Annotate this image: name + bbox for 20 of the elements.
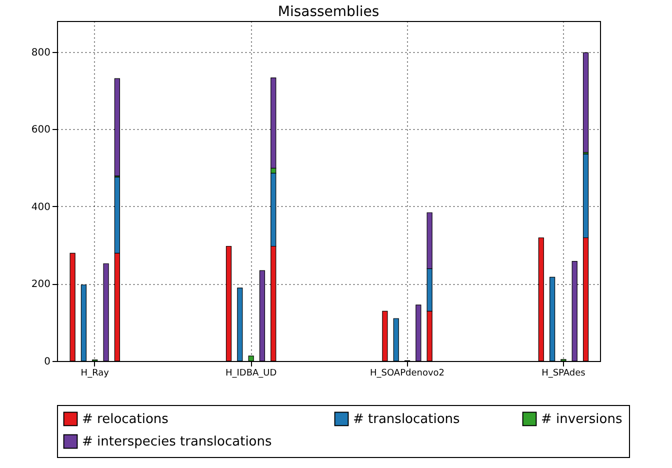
y-tick-label: 0 [44,356,50,368]
bar [382,310,388,362]
x-tick-label: H_Ray [80,368,110,378]
bar [550,276,556,362]
legend-label: # relocations [82,412,169,427]
bar [416,304,422,362]
bar [393,318,399,362]
legend-label: # interspecies translocations [82,434,272,450]
y-tick-label: 400 [31,202,50,213]
bar [70,252,76,362]
chart-title: Misassemblies [278,4,380,20]
x-tick-label: H_SOAPdenovo2 [370,368,445,378]
x-tick-label: H_IDBA_UD [225,368,277,378]
y-tick-label: 600 [31,124,50,136]
y-tick-label: 800 [31,47,50,58]
x-tick-label: H_SPAdes [542,368,586,378]
legend-label: # inversions [541,412,622,427]
legend-label: # translocations [353,412,460,427]
y-tick-label: 200 [31,279,50,290]
bar [237,288,243,362]
